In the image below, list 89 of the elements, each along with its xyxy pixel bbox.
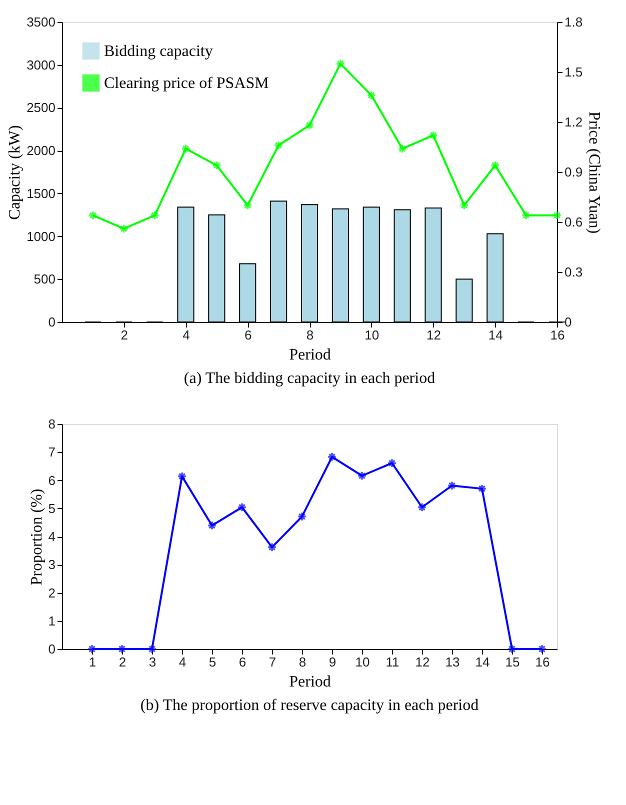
x-tick-label: 11	[386, 654, 400, 670]
y-tick-label: 2000	[26, 143, 56, 158]
x-tick-label: 7	[268, 654, 276, 670]
y2-tick-label: 0.3	[564, 264, 583, 280]
point	[119, 224, 129, 234]
y-tick-label: 8	[48, 416, 56, 432]
y-tick-label: 3500	[26, 14, 56, 30]
y-tick-label: 2500	[26, 100, 56, 116]
x-axis-title: Period	[289, 346, 331, 364]
point	[417, 502, 427, 512]
text: (a) The bidding capacity in each period	[184, 370, 436, 387]
point	[327, 452, 337, 462]
y-tick-label: 5	[48, 500, 56, 516]
point	[304, 120, 314, 130]
y2-tick-label: 1.8	[564, 14, 583, 30]
x-tick-label: 14	[488, 328, 503, 342]
y-tick-label: 0	[48, 642, 56, 656]
x-tick-label: 3	[148, 654, 156, 670]
point	[521, 210, 531, 220]
x-tick-label: 12	[415, 654, 430, 670]
point	[490, 160, 500, 170]
y-tick-label: 500	[34, 272, 56, 287]
y2-tick-label: 0.9	[564, 164, 583, 180]
point	[180, 144, 191, 154]
y-tick-label: 6	[48, 472, 56, 488]
point	[237, 502, 247, 512]
point	[552, 210, 562, 220]
x-tick-label: 10	[355, 654, 370, 670]
x-tick-label: 2	[118, 654, 126, 670]
point	[87, 644, 97, 654]
y2-tick-label: 1.2	[564, 114, 583, 130]
point	[242, 200, 252, 210]
point	[267, 542, 277, 552]
y-axis-title: Capacity (kW)	[6, 125, 24, 220]
y2-tick-label: 1.5	[564, 64, 583, 80]
y2-tick-label: 0	[564, 314, 572, 330]
point	[428, 130, 438, 140]
x-tick-label: 9	[328, 654, 336, 670]
point	[537, 644, 547, 654]
x-tick-label: 12	[426, 328, 441, 342]
point	[387, 458, 397, 468]
x-tick-label: 8	[306, 328, 314, 342]
x-tick-label: 4	[182, 328, 190, 342]
point	[477, 484, 487, 494]
x-tick-label: 5	[208, 654, 216, 670]
legend-label: Bidding capacity	[104, 43, 213, 60]
x-tick-label: 1	[88, 654, 96, 670]
x-tick-label: 6	[244, 328, 252, 342]
y-tick-label: 0	[48, 314, 56, 330]
y2-tick-label: 0.6	[564, 214, 583, 230]
legend-label: Clearing price of PSASM	[104, 75, 269, 92]
y-tick-label: 1	[48, 613, 56, 628]
y-tick-label: 7	[48, 444, 56, 460]
x-tick-label: 4	[178, 654, 186, 670]
x-tick-label: 16	[550, 328, 565, 342]
point	[274, 140, 284, 150]
point	[147, 644, 157, 654]
point	[357, 470, 367, 481]
point	[336, 58, 346, 68]
x-tick-label: 10	[364, 328, 380, 342]
y-axis-title: Proportion (%)	[28, 488, 46, 586]
point	[212, 160, 222, 170]
x-tick-label: 8	[298, 654, 306, 670]
point	[507, 644, 517, 654]
point	[459, 200, 469, 210]
y-tick-label: 3	[48, 557, 56, 572]
x-axis-title: Period	[289, 674, 331, 690]
y2-axis-title: Price (China Yuan)	[586, 111, 603, 234]
point	[177, 472, 187, 482]
x-tick-label: 15	[505, 654, 520, 670]
x-tick-label: 14	[475, 654, 490, 670]
x-tick-label: 2	[120, 328, 128, 342]
point	[207, 520, 217, 530]
y-tick-label: 1500	[26, 186, 56, 201]
y-tick-label: 2	[48, 585, 56, 600]
point	[366, 90, 376, 100]
point	[117, 644, 127, 654]
x-tick-label: 16	[535, 654, 550, 670]
text: (b) The proportion of reserve capacity in each period	[140, 697, 479, 714]
x-tick-label: 13	[445, 654, 460, 670]
point	[150, 210, 160, 220]
point	[297, 512, 307, 522]
y-tick-label: 1000	[26, 228, 56, 244]
point	[398, 144, 408, 154]
point	[88, 210, 98, 220]
point	[447, 480, 457, 490]
y-tick-label: 3000	[26, 57, 56, 72]
x-tick-label: 6	[238, 654, 246, 670]
y-tick-label: 4	[48, 529, 56, 544]
